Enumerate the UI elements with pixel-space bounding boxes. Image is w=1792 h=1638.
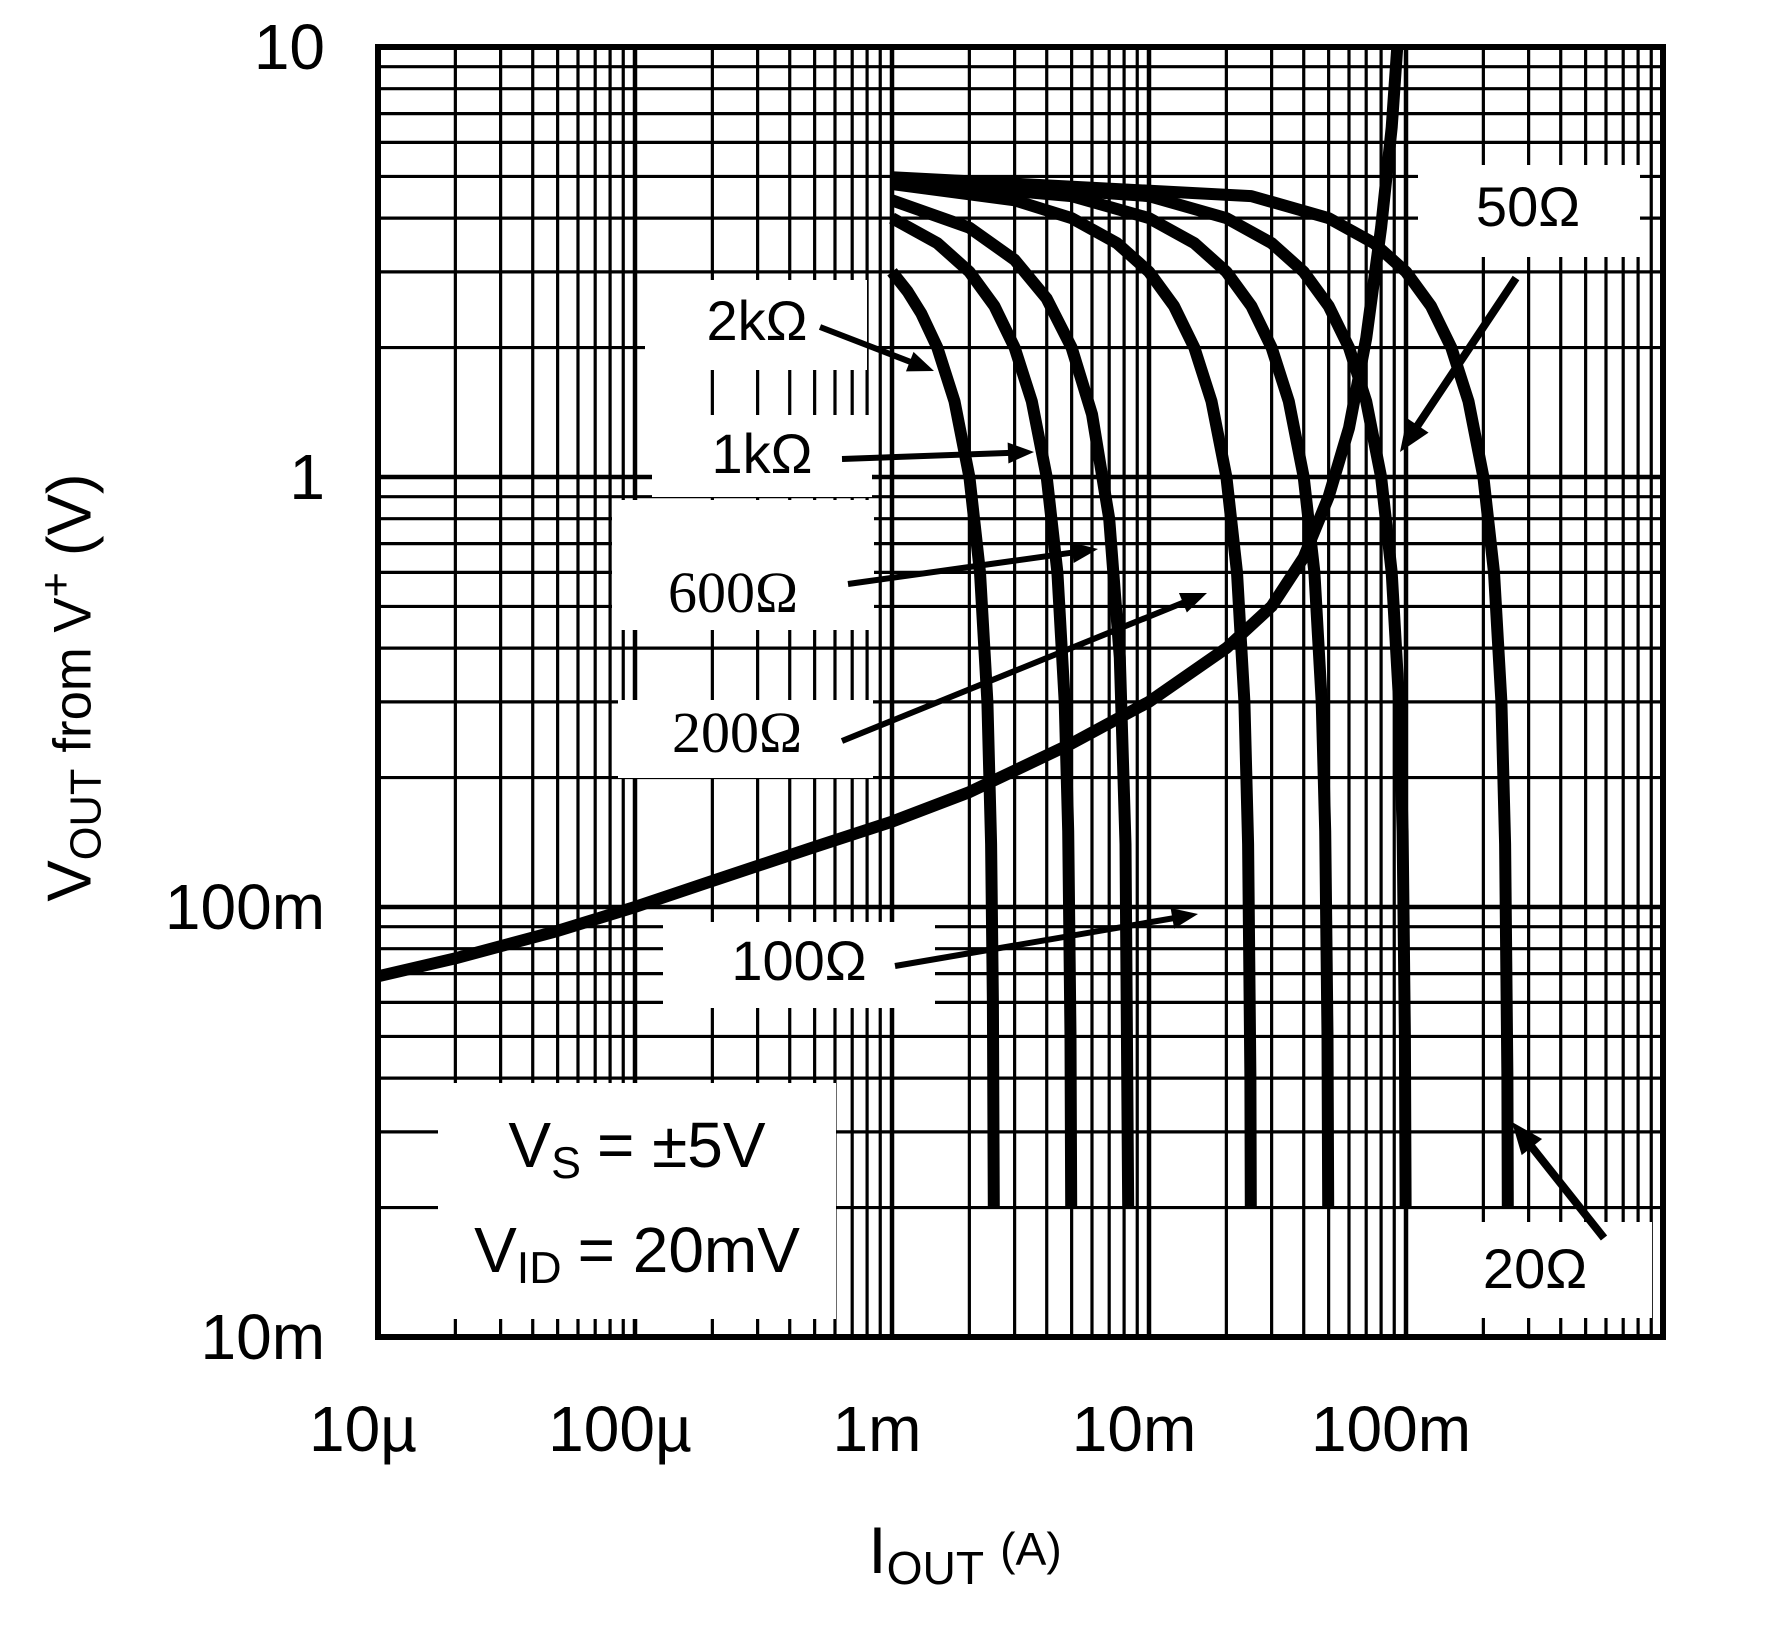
- curve-load-2k: [887, 268, 1000, 1208]
- curve-label-20: 20Ω: [1482, 1237, 1588, 1300]
- supply-voltage-annotation: VS = ±5V: [508, 1109, 766, 1188]
- x-tick-10u: 10µ: [308, 1393, 418, 1465]
- label-backgrounds: [438, 165, 1652, 1319]
- y-tick-10: 10: [253, 11, 325, 83]
- curve-load-1k: [889, 212, 1078, 1208]
- curve-label-50: 50Ω: [1475, 175, 1581, 238]
- y-tick-10m: 10m: [200, 1301, 326, 1373]
- x-tick-100m: 100m: [1310, 1393, 1472, 1465]
- plot-border: [375, 44, 1666, 1340]
- y-tick-100m: 100m: [164, 871, 325, 943]
- x-tick-1m: 1m: [832, 1393, 922, 1465]
- curve-load-200: [891, 178, 1257, 1208]
- curve-label-1k: 1kΩ: [711, 422, 813, 485]
- y-tick-1: 1: [289, 441, 325, 513]
- curve-load-100: [891, 174, 1335, 1208]
- curve-load-20: [891, 171, 1514, 1208]
- y-axis-title: VOUTfrom V+(V): [32, 473, 111, 902]
- curve-saturation-limit: [378, 47, 1404, 983]
- curve-load-600: [889, 194, 1135, 1208]
- curve-label-100: 100Ω: [731, 929, 867, 992]
- input-voltage-annotation: VID = 20mV: [474, 1214, 800, 1293]
- label-arrows: [818, 275, 1608, 1241]
- curve-label-200: 200Ω: [671, 700, 803, 765]
- curve-label-600: 600Ω: [667, 560, 799, 625]
- data-curves: [378, 47, 1514, 1208]
- x-tick-10m: 10m: [1071, 1393, 1197, 1465]
- test-conditions-box: VS = ±5V VID = 20mV: [438, 1083, 836, 1319]
- curve-label-2k: 2kΩ: [706, 289, 808, 352]
- x-tick-100u: 100µ: [548, 1393, 692, 1465]
- x-axis-title: IOUT (A): [868, 1513, 1062, 1595]
